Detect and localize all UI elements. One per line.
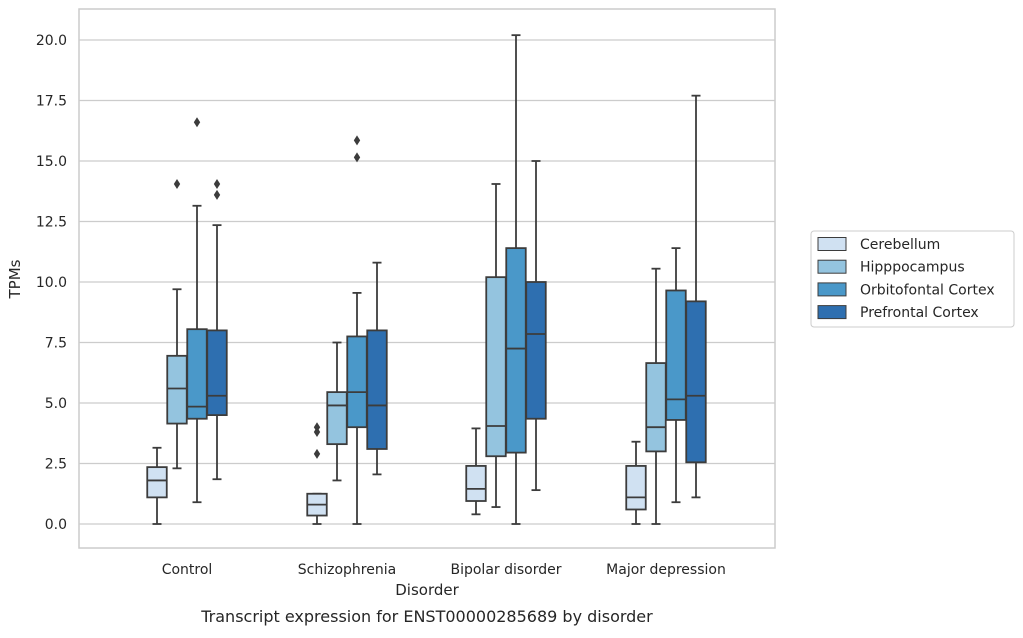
legend-swatch <box>817 305 847 320</box>
box <box>326 391 348 446</box>
y-tick-label: 10.0 <box>36 275 67 291</box>
box <box>366 329 388 450</box>
box-group <box>186 117 208 504</box>
box <box>645 362 667 453</box>
box-group <box>525 160 547 492</box>
legend-swatch <box>817 282 847 297</box>
box-group <box>685 94 707 499</box>
y-tick-label: 7.5 <box>45 336 67 352</box>
y-tick-label: 20.0 <box>36 33 67 49</box>
box <box>346 335 368 429</box>
chart-caption: Transcript expression for ENST0000028568… <box>200 607 653 626</box>
box-group <box>665 247 687 504</box>
y-tick-label: 12.5 <box>36 215 67 231</box>
box-group <box>146 446 168 525</box>
x-tick-label: Control <box>162 562 213 578</box>
x-tick-label: Bipolar disorder <box>450 562 561 578</box>
box <box>665 289 687 421</box>
legend-label: Cerebellum <box>860 237 940 253</box>
legend: Cerebellum Hipppocampus Orbitofontal Corte… <box>810 230 1015 328</box>
outlier-point <box>353 135 361 146</box>
x-axis-label: Disorder <box>395 581 459 599</box>
box-group <box>625 440 647 525</box>
y-tick-label: 15.0 <box>36 154 67 170</box>
legend-label: Hipppocampus <box>860 260 965 276</box>
box <box>485 276 507 458</box>
plot-frame <box>78 8 776 549</box>
box <box>525 281 547 420</box>
box-layer <box>146 34 707 525</box>
legend-label: Orbitofontal Cortex <box>860 282 995 298</box>
y-tick-label: 17.5 <box>36 94 67 110</box>
outlier-point <box>313 448 321 459</box>
box <box>505 247 527 454</box>
x-tick-label: Major depression <box>606 562 726 578</box>
box <box>206 329 228 416</box>
y-tick-label: 2.5 <box>45 457 67 473</box>
box-group <box>366 261 388 476</box>
outlier-point <box>353 152 361 163</box>
y-axis-label: TPMs <box>6 259 24 299</box>
box-group <box>485 183 507 508</box>
outlier-point <box>213 189 221 200</box>
box <box>685 300 707 464</box>
legend-label: Prefrontal Cortex <box>860 305 979 321</box>
box-group <box>326 341 348 482</box>
box <box>465 465 487 502</box>
tick-layer: 0.0 2.5 5.0 7.5 10.0 12.5 15.0 17.5 20.0 Control S… <box>36 33 726 578</box>
box-group <box>166 178 188 470</box>
legend-frame <box>810 230 1015 328</box>
box <box>166 354 188 425</box>
legend-swatch <box>817 259 847 274</box>
box-group <box>505 34 527 525</box>
y-tick-label: 5.0 <box>45 396 67 412</box>
box <box>186 328 208 420</box>
outlier-point <box>213 178 221 189</box>
box-group <box>465 427 487 516</box>
outlier-point <box>313 422 321 433</box>
box <box>146 466 168 499</box>
box-group <box>645 267 667 525</box>
box-group <box>306 422 328 525</box>
box-group <box>206 178 228 481</box>
legend-swatch <box>817 237 847 251</box>
outlier-point <box>193 117 201 128</box>
outlier-point <box>173 178 181 189</box>
y-tick-label: 0.0 <box>45 517 67 533</box>
x-tick-label: Schizophrenia <box>298 562 396 578</box>
box-group <box>346 135 368 525</box>
grid-layer <box>79 39 775 525</box>
box <box>625 465 647 511</box>
